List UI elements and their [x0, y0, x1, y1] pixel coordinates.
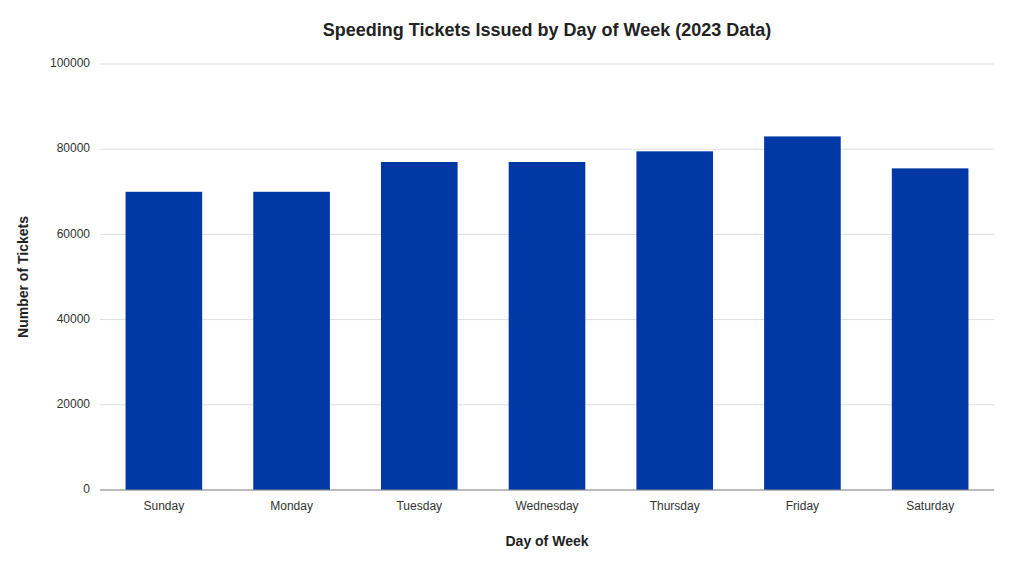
y-grid — [100, 64, 994, 490]
y-tick-label: 40000 — [57, 312, 91, 326]
y-tick-label: 20000 — [57, 397, 91, 411]
x-tick-label: Wednesday — [515, 499, 578, 513]
bar — [764, 136, 841, 490]
chart-container: 0 20000 40000 60000 80000 100000 Sunday Monday T… — [0, 0, 1024, 576]
y-tick-label: 0 — [83, 482, 90, 496]
bar — [636, 151, 713, 490]
y-axis-label: Number of Tickets — [15, 216, 31, 338]
x-tick-label: Monday — [270, 499, 313, 513]
x-tick-label: Saturday — [906, 499, 954, 513]
grid-line — [100, 490, 994, 491]
x-tick-label: Sunday — [144, 499, 185, 513]
bar — [509, 162, 586, 490]
grid-line — [100, 149, 994, 150]
background — [0, 0, 1024, 576]
chart: 0 20000 40000 60000 80000 100000 Sunday Monday T… — [0, 0, 1024, 576]
bar — [126, 192, 203, 490]
bar — [381, 162, 458, 490]
bar — [892, 168, 969, 490]
grid-line — [100, 64, 994, 65]
bars — [126, 136, 969, 490]
x-tick-label: Friday — [786, 499, 819, 513]
title: Speeding Tickets Issued by Day of Week (… — [323, 20, 772, 40]
x-tick-label: Thursday — [650, 499, 700, 513]
y-tick-label: 100000 — [50, 56, 90, 70]
y-tick-label: 60000 — [57, 227, 91, 241]
bar — [253, 192, 330, 490]
y-tick-label: 80000 — [57, 141, 91, 155]
x-axis-line — [100, 490, 994, 491]
x-axis-label: Day of Week — [506, 533, 589, 549]
x-tick-label: Tuesday — [396, 499, 442, 513]
